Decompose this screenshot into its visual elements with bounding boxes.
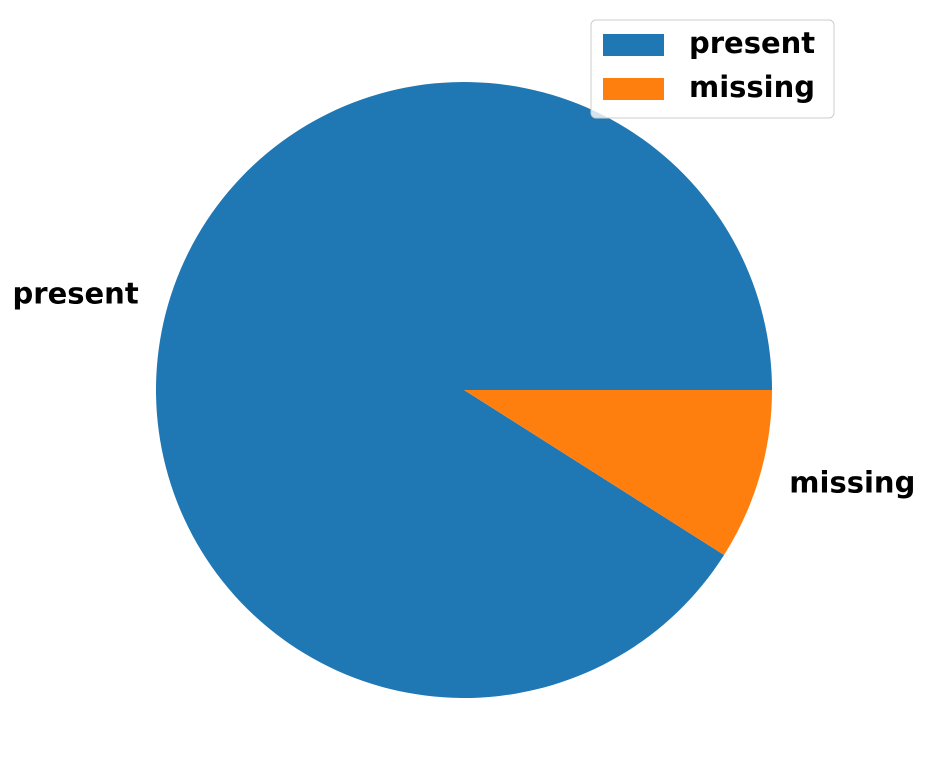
pie-slice-missing — [464, 390, 772, 556]
legend: present missing — [590, 19, 835, 119]
legend-swatch-missing — [603, 78, 664, 100]
legend-items: present missing — [603, 26, 815, 104]
legend-swatch-present — [603, 34, 664, 56]
pie-slice-present — [156, 81, 773, 698]
legend-label-missing: missing — [689, 70, 815, 104]
slice-label-missing: missing — [789, 466, 915, 500]
slice-label-present: present — [13, 277, 139, 311]
pie-slice-labels: present missing — [13, 277, 916, 500]
pie-slices — [156, 81, 773, 698]
legend-label-present: present — [689, 26, 815, 60]
